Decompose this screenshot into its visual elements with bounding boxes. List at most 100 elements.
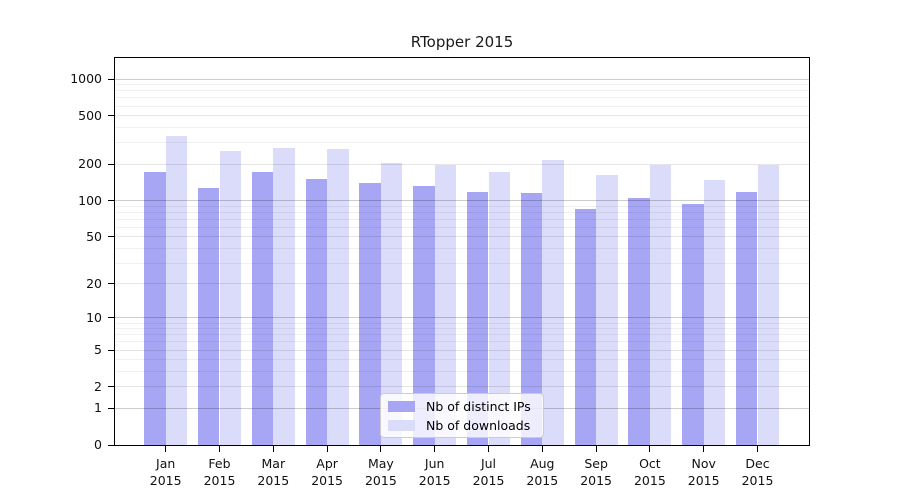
- gridline-4: [115, 359, 809, 361]
- bar-downloads-oct: [649, 164, 672, 445]
- bar-distinct-ips-apr: [305, 178, 328, 445]
- bar-distinct-ips-nov: [682, 204, 704, 445]
- bar-distinct-ips-jul: [466, 192, 489, 445]
- gridline-90: [115, 205, 809, 207]
- y-tick-label-10: 10: [86, 309, 102, 325]
- gridline-50: [115, 236, 809, 238]
- y-tick-mark-20: [108, 283, 115, 285]
- x-tick-label-nov: Nov 2015: [687, 456, 720, 488]
- bar-downloads-jan: [165, 135, 188, 445]
- chart-title: RTopper 2015: [410, 33, 514, 51]
- x-tick-label-dec: Dec 2015: [741, 456, 774, 488]
- legend-swatch-downloads-icon: [388, 419, 415, 431]
- legend-label-downloads: Nb of downloads: [426, 417, 531, 433]
- x-tick-mark-aug: [541, 445, 543, 452]
- plot-area: [114, 57, 810, 446]
- bar-downloads-jul: [488, 172, 511, 445]
- y-tick-label-50: 50: [86, 228, 102, 244]
- gridline-500: [115, 115, 809, 117]
- bar-downloads-apr: [327, 148, 349, 445]
- y-tick-label-100: 100: [78, 192, 102, 208]
- gridline-8: [115, 328, 809, 330]
- x-tick-mark-may: [380, 445, 382, 452]
- bar-downloads-aug: [542, 160, 564, 445]
- gridline-80: [115, 211, 809, 213]
- gridline-700: [115, 97, 809, 99]
- x-tick-label-aug: Aug 2015: [526, 456, 559, 488]
- gridline-10: [115, 317, 809, 319]
- gridline-600: [115, 105, 809, 107]
- gridline-7: [115, 334, 809, 336]
- bar-distinct-ips-oct: [628, 198, 650, 445]
- x-tick-label-may: May 2015: [364, 456, 397, 488]
- x-tick-mark-nov: [703, 445, 705, 452]
- legend-label-distinct-ips: Nb of distinct IPs: [426, 398, 531, 414]
- x-tick-label-feb: Feb 2015: [203, 456, 236, 488]
- y-tick-label-500: 500: [78, 107, 102, 123]
- gridline-40: [115, 247, 809, 249]
- y-tick-mark-200: [108, 163, 115, 165]
- bar-downloads-dec: [757, 164, 780, 445]
- y-tick-mark-2: [108, 386, 115, 388]
- x-tick-mark-dec: [757, 445, 758, 452]
- x-tick-mark-sep: [595, 445, 597, 452]
- legend-swatch-distinct-ips-icon: [388, 400, 415, 412]
- y-tick-mark-10: [108, 317, 115, 319]
- gridline-70: [115, 218, 809, 220]
- y-tick-mark-1: [108, 407, 115, 409]
- bar-distinct-ips-mar: [251, 171, 274, 445]
- gridline-200: [115, 163, 809, 165]
- bar-distinct-ips-aug: [520, 193, 543, 445]
- y-tick-mark-100: [108, 200, 115, 201]
- legend-item-distinct-ips: Nb of distinct IPs: [381, 399, 543, 414]
- x-tick-label-jun: Jun 2015: [418, 456, 451, 488]
- bar-distinct-ips-dec: [735, 192, 758, 445]
- gridline-20: [115, 283, 809, 285]
- y-tick-mark-0: [108, 444, 115, 446]
- y-tick-mark-50: [108, 236, 115, 238]
- x-tick-mark-jun: [434, 445, 436, 452]
- legend-item-downloads: Nb of downloads: [381, 418, 543, 433]
- gridline-9: [115, 322, 809, 324]
- x-tick-mark-feb: [219, 445, 220, 452]
- x-tick-mark-oct: [649, 445, 651, 452]
- gridline-6: [115, 341, 809, 343]
- y-tick-label-1: 1: [94, 400, 102, 416]
- bar-downloads-may: [380, 162, 403, 445]
- gridline-100: [115, 200, 809, 201]
- y-tick-mark-5: [108, 349, 115, 351]
- y-tick-mark-1000: [108, 78, 115, 80]
- x-tick-label-mar: Mar 2015: [257, 456, 290, 488]
- x-tick-mark-jul: [488, 445, 489, 452]
- y-tick-mark-500: [108, 115, 115, 117]
- bar-downloads-jun: [434, 164, 457, 445]
- x-tick-mark-jan: [165, 445, 167, 452]
- bar-distinct-ips-sep: [574, 209, 597, 445]
- bar-distinct-ips-may: [359, 182, 381, 445]
- bar-distinct-ips-jun: [413, 185, 435, 445]
- gridline-60: [115, 226, 809, 228]
- bar-downloads-feb: [219, 151, 242, 445]
- x-tick-label-jul: Jul 2015: [472, 456, 505, 488]
- gridline-300: [115, 142, 809, 144]
- y-tick-label-2: 2: [94, 378, 102, 394]
- gridline-3: [115, 371, 809, 373]
- x-tick-mark-apr: [326, 445, 328, 452]
- gridline-900: [115, 84, 809, 86]
- y-tick-label-200: 200: [78, 156, 102, 172]
- gridline-800: [115, 90, 809, 92]
- x-tick-label-oct: Oct 2015: [633, 456, 666, 488]
- y-tick-label-20: 20: [86, 275, 102, 291]
- legend: Nb of distinct IPs Nb of downloads: [380, 393, 544, 438]
- bar-downloads-mar: [273, 148, 295, 445]
- gridline-30: [115, 262, 809, 264]
- y-tick-label-5: 5: [94, 342, 102, 358]
- y-tick-label-0: 0: [94, 437, 102, 452]
- x-tick-mark-mar: [272, 445, 274, 452]
- gridline-5: [115, 349, 809, 351]
- x-tick-label-apr: Apr 2015: [311, 456, 343, 488]
- gridline-1000: [115, 78, 809, 80]
- y-tick-label-1000: 1000: [70, 71, 102, 86]
- bar-distinct-ips-feb: [197, 187, 220, 445]
